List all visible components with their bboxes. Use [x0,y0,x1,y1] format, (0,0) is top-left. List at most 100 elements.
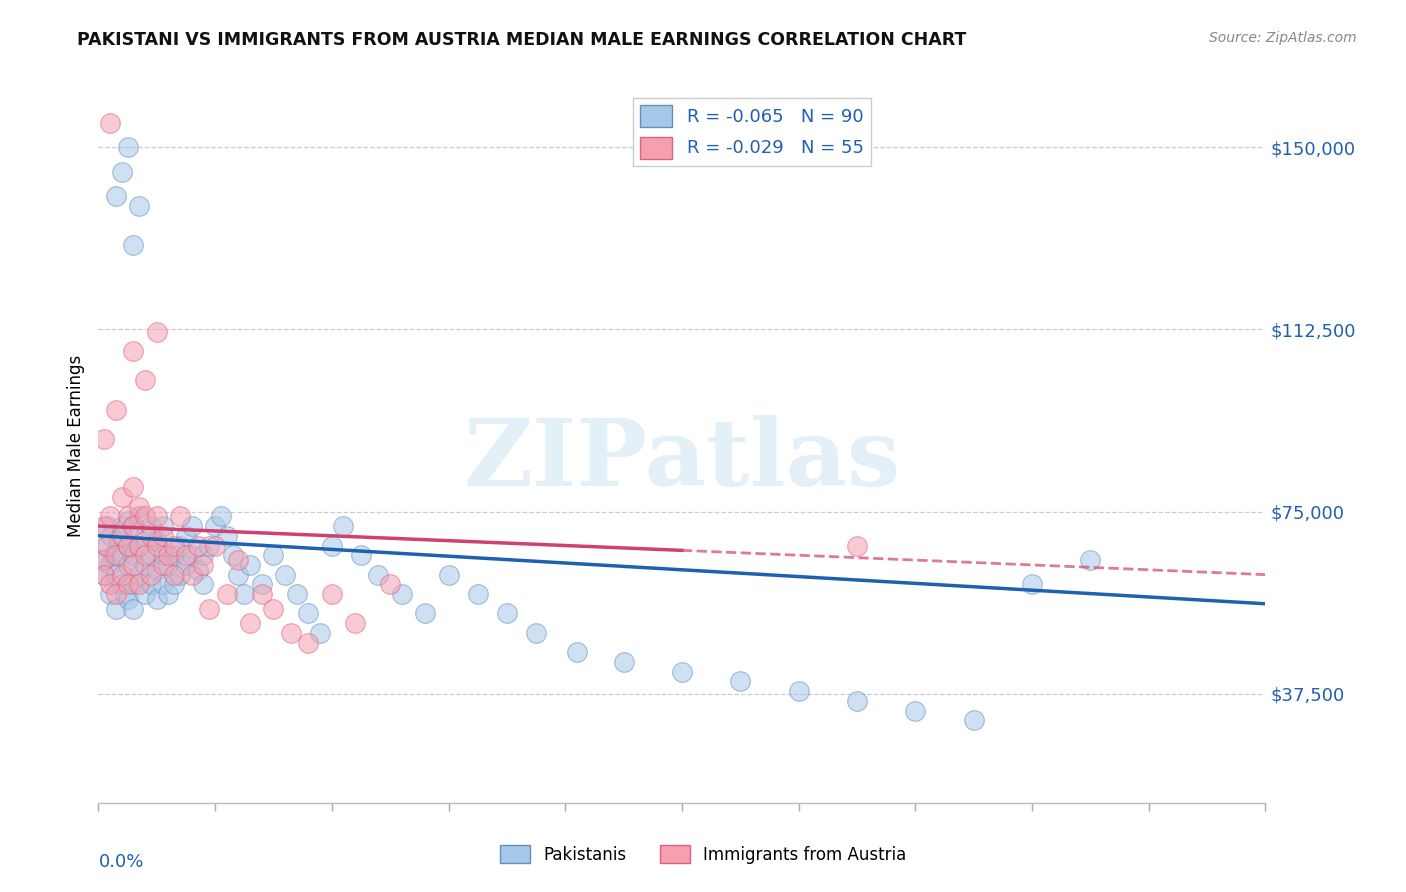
Point [122,577,145,591]
Point [111,567,134,582]
Point [128,509,150,524]
Point [239,558,262,572]
Point [122,237,145,252]
Point [96,539,118,553]
Point [122,548,145,562]
Point [250,577,273,591]
Point [104,587,127,601]
Point [163,539,186,553]
Point [117,558,139,572]
Point [612,655,634,669]
Text: Source: ZipAtlas.com: Source: ZipAtlas.com [1209,31,1357,45]
Point [169,567,191,582]
Point [193,548,215,562]
Text: ZIPatlas: ZIPatlas [464,416,900,505]
Legend: Pakistanis, Immigrants from Austria: Pakistanis, Immigrants from Austria [494,838,912,871]
Point [233,587,256,601]
Point [152,529,174,543]
Point [344,616,367,631]
Point [139,577,162,591]
Point [157,587,180,601]
Point [111,577,134,591]
Point [274,567,297,582]
Text: PAKISTANI VS IMMIGRANTS FROM AUSTRIA MEDIAN MALE EARNINGS CORRELATION CHART: PAKISTANI VS IMMIGRANTS FROM AUSTRIA MED… [77,31,967,49]
Point [128,577,150,591]
Point [134,529,156,543]
Point [128,500,150,514]
Point [467,587,489,601]
Point [104,189,127,203]
Point [146,533,169,548]
Point [1080,553,1102,567]
Point [111,165,134,179]
Point [111,490,134,504]
Point [93,567,115,582]
Point [98,558,121,572]
Point [128,539,150,553]
Point [111,529,134,543]
Point [122,519,145,533]
Point [114,587,136,601]
Point [94,539,117,553]
Point [139,519,162,533]
Point [180,548,202,562]
Point [146,509,169,524]
Point [413,607,436,621]
Point [139,529,162,543]
Point [128,199,150,213]
Point [93,432,115,446]
Point [122,344,145,359]
Point [204,519,226,533]
Point [139,548,162,562]
Point [104,548,127,562]
Point [157,558,180,572]
Point [174,529,197,543]
Point [367,567,389,582]
Point [180,519,202,533]
Point [174,558,197,572]
Point [215,529,238,543]
Point [187,539,209,553]
Point [204,539,226,553]
Point [228,553,250,567]
Point [198,601,221,615]
Point [169,539,191,553]
Point [111,519,134,533]
Point [146,539,169,553]
Point [100,529,122,543]
Text: 0.0%: 0.0% [98,853,143,871]
Point [846,539,869,553]
Point [215,587,238,601]
Point [250,587,273,601]
Point [332,519,354,533]
Point [437,567,460,582]
Point [104,601,127,615]
Point [198,539,221,553]
Point [350,548,373,562]
Point [117,591,139,606]
Point [221,548,243,562]
Point [91,553,114,567]
Point [134,558,156,572]
Point [285,587,308,601]
Point [117,514,139,528]
Point [262,601,284,615]
Point [730,674,752,689]
Point [128,539,150,553]
Point [134,587,156,601]
Point [152,577,174,591]
Point [391,587,413,601]
Point [163,577,186,591]
Point [239,616,262,631]
Point [146,563,169,577]
Point [309,626,332,640]
Point [117,577,139,591]
Y-axis label: Median Male Earnings: Median Male Earnings [66,355,84,537]
Point [117,539,139,553]
Point [96,519,118,533]
Point [187,563,209,577]
Point [104,567,127,582]
Point [262,548,284,562]
Point [122,480,145,494]
Point [180,567,202,582]
